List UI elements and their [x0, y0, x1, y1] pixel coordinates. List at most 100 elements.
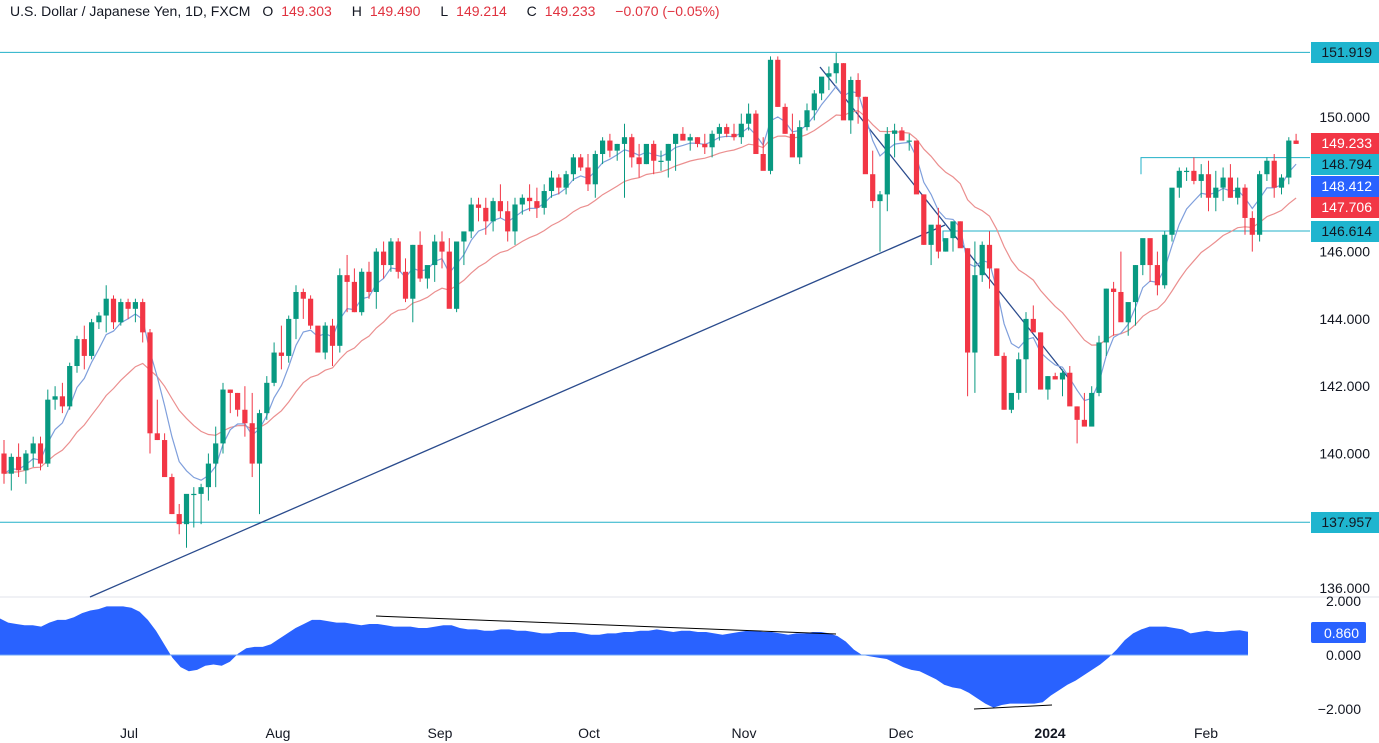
candle-down [315, 325, 321, 353]
candle-down [1205, 174, 1212, 198]
candle-down [147, 332, 153, 434]
candle-up [548, 177, 555, 192]
candle-up [89, 322, 95, 356]
candle-up [614, 143, 620, 151]
candle-up [424, 265, 430, 279]
candle-down [505, 211, 511, 232]
candle-down [1111, 288, 1117, 292]
time-label-oct: Oct [578, 725, 600, 741]
candle-up [213, 443, 219, 464]
candle-down [1, 453, 7, 474]
candle-down [162, 440, 168, 478]
candle-down [242, 409, 248, 424]
candle-up [1220, 177, 1226, 188]
candle-down [16, 456, 22, 471]
price-tag-hline: 137.957 [1311, 512, 1379, 533]
candle-down [1249, 217, 1255, 235]
candle-up [490, 201, 496, 222]
ohlc-close: C 149.233 [526, 3, 596, 19]
price-tag-label: 151.919 [1321, 44, 1372, 60]
candle-up [286, 318, 292, 356]
candle-down [789, 133, 795, 158]
candle-down [578, 157, 584, 168]
downtrend-line [819, 66, 1071, 381]
candle-up [337, 275, 343, 346]
price-tag-hline: 151.919 [1311, 42, 1379, 63]
candle-down [840, 63, 847, 121]
candle-down [81, 339, 87, 356]
time-axis[interactable]: Jul Aug Sep Oct Nov Dec 2024 Feb [120, 725, 1218, 741]
candle-up [30, 443, 36, 454]
candle-down [870, 174, 876, 202]
candle-up [877, 194, 883, 202]
candle-up [738, 123, 744, 138]
candle-up [52, 396, 58, 400]
candle-down [497, 201, 503, 212]
oscillator-tag-label: 0.860 [1324, 625, 1359, 641]
candle-up [1162, 234, 1168, 286]
price-tag-bg [1311, 42, 1379, 63]
candle-up [979, 244, 985, 276]
bearish-divergence-line [375, 615, 837, 635]
candle-down [278, 352, 284, 356]
candle-down [1118, 291, 1124, 323]
price-tag-bg [1311, 133, 1379, 154]
candle-up [811, 93, 817, 111]
candle-up [322, 325, 328, 353]
candle-down [607, 140, 613, 151]
price-tag-label: 147.706 [1321, 199, 1372, 215]
candle-down [1271, 160, 1277, 188]
candle-down [1074, 406, 1080, 420]
price-change: −0.070 (−0.05%) [615, 3, 720, 19]
candle-up [709, 133, 715, 148]
candle-down [308, 298, 314, 326]
candle-down [680, 133, 686, 141]
candle-down [402, 271, 409, 299]
candle-down [329, 325, 336, 346]
slow-moving-average [3, 109, 1297, 475]
candle-up [410, 244, 416, 299]
candle-down [921, 194, 927, 245]
uptrend-line [89, 224, 946, 598]
candle-down [534, 201, 540, 208]
price-tag-ma-fast: 148.412 [1311, 176, 1379, 197]
candle-up [519, 197, 525, 205]
candle-down [37, 443, 44, 464]
candle-up [512, 204, 518, 232]
price-tag-bg [1311, 176, 1379, 197]
price-tag-bg [1311, 512, 1379, 533]
candle-down [731, 133, 737, 138]
candle-up [950, 221, 956, 239]
candle-down [1227, 177, 1233, 198]
candle-up [271, 352, 277, 383]
candle-down [636, 157, 642, 165]
candle-down [1030, 318, 1036, 333]
candle-down [439, 241, 445, 252]
candle-up [454, 241, 460, 309]
candle-down [629, 137, 635, 158]
candle-up [293, 291, 299, 319]
candle-up [1140, 238, 1146, 266]
candle-up [621, 137, 628, 144]
fast-moving-average [3, 85, 1297, 481]
candle-down [446, 251, 452, 309]
price-axis[interactable]: 150.000 146.000 144.000 142.000 140.000 136.0… [1311, 42, 1379, 596]
candle-up [388, 241, 394, 266]
oscillator-axis[interactable]: 2.000 0.000 −2.000 0.860 [1311, 593, 1366, 717]
candle-down [110, 298, 117, 323]
candle-down [1038, 332, 1044, 390]
candle-down [1052, 376, 1058, 380]
candle-up [1184, 170, 1190, 173]
oscillator-area [0, 606, 1248, 708]
candle-down [417, 244, 423, 279]
candle-down [351, 281, 357, 313]
oscillator-pane [0, 606, 1248, 710]
time-label-nov: Nov [732, 725, 757, 741]
level-line-146614 [942, 230, 1310, 242]
candle-up [600, 140, 606, 155]
time-label-sep: Sep [428, 725, 453, 741]
candle-down [154, 433, 160, 441]
candle-up [1008, 392, 1014, 410]
candle-down [855, 79, 861, 97]
